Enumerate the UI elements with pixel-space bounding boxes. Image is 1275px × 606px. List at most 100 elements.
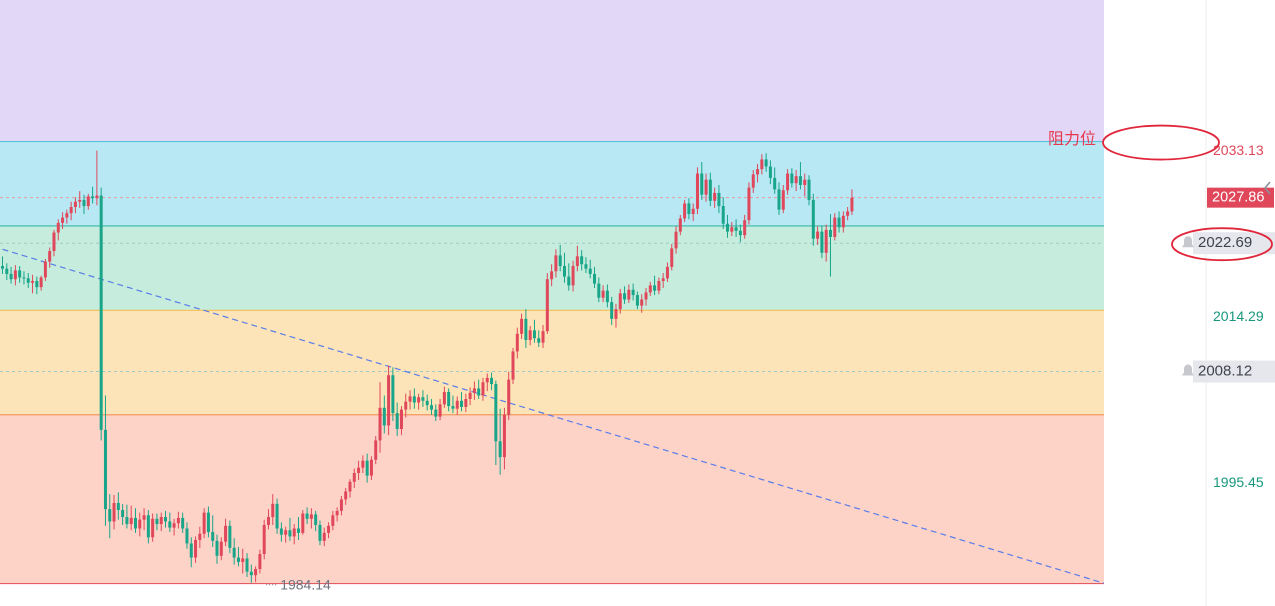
candle-body (567, 276, 571, 286)
bell-icon (1182, 364, 1194, 376)
candle-body (133, 517, 137, 529)
candle (412, 388, 416, 409)
candle-body (537, 338, 541, 343)
alert-highlight-circle (1171, 227, 1273, 262)
candle (670, 243, 674, 271)
candle (726, 214, 730, 238)
candle (249, 564, 253, 583)
candle (344, 487, 348, 505)
candle (305, 507, 309, 525)
candle (747, 182, 751, 225)
candle (61, 212, 65, 230)
candle-body (95, 195, 99, 199)
candle (206, 506, 210, 538)
candle (743, 214, 747, 239)
candle-body (614, 309, 618, 319)
chevron-left-icon[interactable] (1263, 181, 1271, 195)
candle-body (357, 467, 361, 473)
candle (657, 277, 661, 295)
candle-body (159, 517, 163, 525)
candle (69, 201, 73, 221)
candle (811, 193, 815, 246)
candle-body (194, 539, 198, 558)
alert-price-label: 2008.12 (1198, 362, 1252, 379)
resistance-label: 阻力位 (1048, 130, 1096, 148)
candle-body (635, 295, 639, 306)
candle (5, 263, 9, 281)
candle (228, 520, 232, 554)
candle-body (86, 196, 90, 207)
downtrend-line (2, 248, 1106, 585)
candle (627, 284, 631, 303)
candle-body (125, 517, 129, 525)
candle (661, 273, 665, 289)
candle-body (181, 517, 185, 529)
candle-body (236, 557, 240, 562)
candle-body (206, 512, 210, 533)
candle (807, 175, 811, 206)
candle-body (271, 503, 275, 518)
candle (588, 259, 592, 279)
candle (236, 546, 240, 567)
candle (399, 406, 403, 436)
candle-body (520, 318, 524, 334)
candle-body (820, 231, 824, 253)
candle (108, 494, 112, 539)
candle (327, 522, 331, 539)
candle-body (451, 406, 455, 409)
candle-body (344, 491, 348, 500)
candle (219, 537, 223, 561)
candle (764, 153, 768, 172)
candle-body (678, 218, 682, 232)
candle-body (168, 521, 172, 528)
candle-body (472, 388, 476, 393)
candle-body (395, 413, 399, 429)
candle (22, 271, 26, 285)
candle (434, 404, 438, 422)
candle-body (846, 211, 850, 216)
candle (202, 508, 206, 539)
low-price-label: 1984.14 (280, 576, 331, 592)
candle-body (26, 278, 30, 283)
candle-body (301, 513, 305, 533)
fib-zones (0, 0, 1104, 584)
candle (678, 214, 682, 236)
candle-body (9, 273, 13, 280)
candle-body (541, 331, 545, 343)
candle-body (691, 208, 695, 215)
candle-body (116, 502, 120, 510)
candle (781, 184, 785, 214)
candle (768, 160, 772, 185)
candle-body (657, 280, 661, 291)
candle-body (412, 396, 416, 403)
candle-body (348, 481, 352, 492)
candle (490, 372, 494, 391)
candle (258, 549, 262, 574)
candle (151, 513, 155, 542)
candle (841, 211, 845, 233)
candle-body (485, 377, 489, 383)
candle (605, 284, 609, 308)
candle-body (65, 213, 69, 218)
candle (665, 262, 669, 282)
candle-body (142, 515, 146, 520)
fib-zone-4 (0, 414, 1104, 584)
price-axis[interactable]: 2033.13 2014.29 1995.45 2027.86 2022.69 2008.… (1104, 0, 1275, 606)
candle-body (562, 266, 566, 277)
candle (438, 399, 442, 421)
price-tick-label: 2014.29 (1213, 308, 1264, 324)
candle (408, 390, 412, 410)
candle-body (327, 525, 331, 533)
candle-body (545, 279, 549, 332)
candle-body (13, 270, 17, 280)
candle-body (515, 333, 519, 352)
candle (846, 206, 850, 221)
candle-body (764, 159, 768, 167)
candle-body (292, 528, 296, 537)
candle-body (365, 460, 369, 476)
candle (99, 187, 103, 441)
candle-body (524, 318, 528, 340)
candle-body (35, 280, 39, 288)
trendline-layer[interactable] (2, 248, 1106, 585)
